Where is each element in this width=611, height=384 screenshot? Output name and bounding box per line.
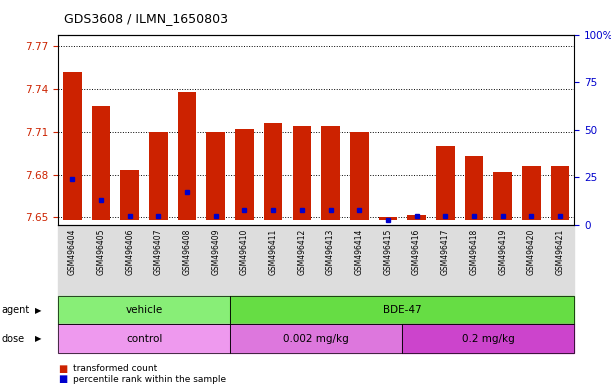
Text: GSM496406: GSM496406 [125,228,134,275]
Bar [207,132,225,220]
Text: ■: ■ [58,364,67,374]
Text: GSM496417: GSM496417 [441,228,450,275]
Bar [493,172,512,220]
Bar [293,126,311,220]
Text: GSM496416: GSM496416 [412,228,421,275]
Text: GSM496408: GSM496408 [183,228,192,275]
Bar [551,166,569,220]
Text: GSM496404: GSM496404 [68,228,77,275]
Bar [321,126,340,220]
Bar [379,217,397,220]
Bar [522,166,541,220]
Bar [408,215,426,220]
Bar [120,170,139,220]
Text: GSM496419: GSM496419 [498,228,507,275]
Text: GSM496421: GSM496421 [555,228,565,275]
Text: GSM496413: GSM496413 [326,228,335,275]
Text: GSM496415: GSM496415 [383,228,392,275]
Text: GSM496410: GSM496410 [240,228,249,275]
Bar [464,156,483,220]
Bar [92,106,111,220]
Text: percentile rank within the sample: percentile rank within the sample [73,374,227,384]
Text: GSM496418: GSM496418 [469,228,478,275]
Bar [264,123,282,220]
Bar [350,132,368,220]
Text: agent: agent [1,305,29,315]
Text: GDS3608 / ILMN_1650803: GDS3608 / ILMN_1650803 [64,12,228,25]
Text: control: control [126,334,163,344]
Bar [63,72,82,220]
Bar [149,132,168,220]
Text: GSM496409: GSM496409 [211,228,221,275]
Text: GSM496414: GSM496414 [355,228,364,275]
Text: 0.002 mg/kg: 0.002 mg/kg [284,334,349,344]
Text: dose: dose [1,334,24,344]
Text: GSM496405: GSM496405 [97,228,106,275]
Bar [436,146,455,220]
Text: transformed count: transformed count [73,364,158,373]
Text: vehicle: vehicle [125,305,163,315]
Text: GSM496407: GSM496407 [154,228,163,275]
Text: GSM496411: GSM496411 [269,228,277,275]
Bar [235,129,254,220]
Text: 0.2 mg/kg: 0.2 mg/kg [462,334,514,344]
Bar [178,92,197,220]
Text: ▶: ▶ [35,334,42,343]
Text: ▶: ▶ [35,306,42,314]
Text: ■: ■ [58,374,67,384]
Text: BDE-47: BDE-47 [383,305,422,315]
Text: GSM496420: GSM496420 [527,228,536,275]
Text: GSM496412: GSM496412 [298,228,306,275]
